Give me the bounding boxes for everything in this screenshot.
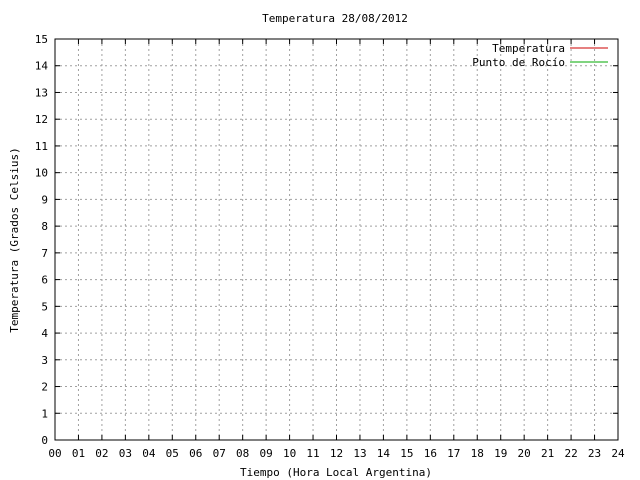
x-tick-label: 15 xyxy=(400,447,413,460)
x-tick-label: 22 xyxy=(564,447,577,460)
x-tick-label: 08 xyxy=(236,447,249,460)
x-axis-ticks: 00 01 02 03 04 05 06 07 08 09 10 11 12 13 14 15 16 17 18 19… xyxy=(48,39,625,460)
y-tick-label: 0 xyxy=(41,434,48,447)
x-tick-label: 05 xyxy=(166,447,179,460)
x-tick-label: 00 xyxy=(48,447,61,460)
x-tick-label: 12 xyxy=(330,447,343,460)
x-tick-label: 16 xyxy=(424,447,437,460)
x-tick-label: 09 xyxy=(260,447,273,460)
x-tick-label: 19 xyxy=(494,447,507,460)
y-tick-label: 15 xyxy=(35,33,48,46)
y-tick-label: 7 xyxy=(41,247,48,260)
y-tick-label: 4 xyxy=(41,327,48,340)
y-tick-label: 12 xyxy=(35,113,48,126)
x-tick-label: 04 xyxy=(142,447,156,460)
x-tick-label: 06 xyxy=(189,447,202,460)
y-tick-label: 8 xyxy=(41,220,48,233)
y-tick-label: 9 xyxy=(41,193,48,206)
x-tick-label: 14 xyxy=(377,447,391,460)
x-tick-label: 10 xyxy=(283,447,296,460)
x-tick-label: 01 xyxy=(72,447,85,460)
legend-label-punto-de-rocio: Punto de Rocío xyxy=(472,56,565,69)
y-tick-label: 14 xyxy=(35,60,49,73)
x-tick-label: 07 xyxy=(213,447,226,460)
y-tick-label: 6 xyxy=(41,274,48,287)
x-axis-label: Tiempo (Hora Local Argentina) xyxy=(240,466,432,479)
x-tick-label: 17 xyxy=(447,447,460,460)
x-tick-label: 20 xyxy=(518,447,531,460)
y-tick-label: 3 xyxy=(41,354,48,367)
y-tick-label: 11 xyxy=(35,140,48,153)
y-tick-label: 5 xyxy=(41,300,48,313)
x-tick-label: 13 xyxy=(353,447,366,460)
x-tick-label: 02 xyxy=(95,447,108,460)
legend-label-temperatura: Temperatura xyxy=(492,42,565,55)
x-tick-label: 11 xyxy=(306,447,319,460)
legend: Temperatura Punto de Rocío xyxy=(472,42,608,69)
x-tick-label: 23 xyxy=(588,447,601,460)
x-tick-label: 24 xyxy=(611,447,625,460)
chart-title: Temperatura 28/08/2012 xyxy=(262,12,408,25)
y-axis-label: Temperatura (Grados Celsius) xyxy=(8,147,21,332)
y-tick-label: 2 xyxy=(41,381,48,394)
x-tick-label: 03 xyxy=(119,447,132,460)
y-tick-label: 1 xyxy=(41,407,48,420)
grid-lines xyxy=(55,39,618,440)
x-tick-label: 21 xyxy=(541,447,554,460)
x-tick-label: 18 xyxy=(471,447,484,460)
y-tick-label: 13 xyxy=(35,86,48,99)
y-tick-label: 10 xyxy=(35,167,48,180)
